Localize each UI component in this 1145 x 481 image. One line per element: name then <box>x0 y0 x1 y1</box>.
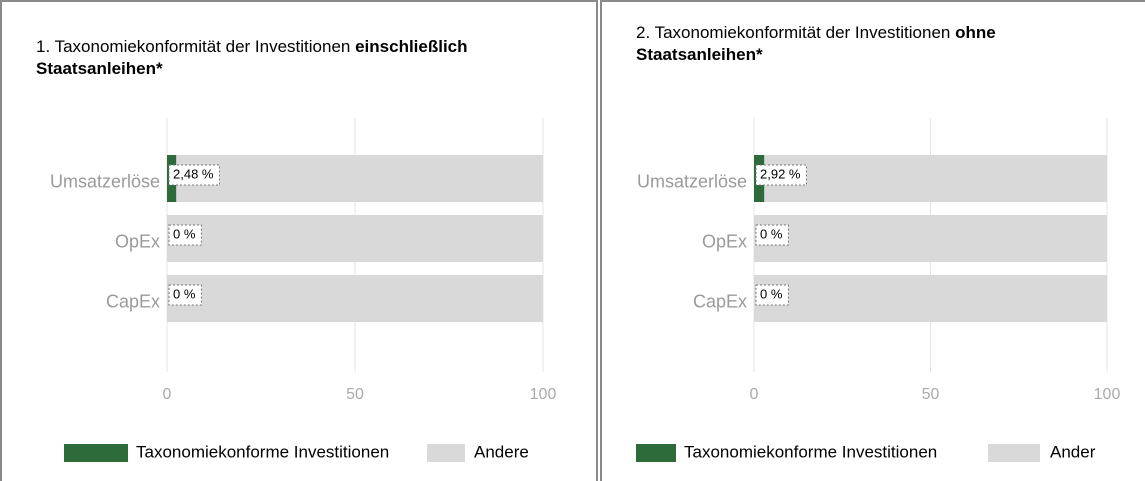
x-tick-label: 0 <box>750 386 759 403</box>
y-tick-label: CapEx <box>106 291 160 311</box>
title-text: 2. Taxonomiekonformität der Investitione… <box>636 23 951 42</box>
bar <box>176 155 543 202</box>
x-tick-label: 0 <box>163 386 172 403</box>
x-tick-label: 50 <box>346 386 364 403</box>
y-tick-label: Umsatzerlöse <box>50 171 160 191</box>
y-tick-label: OpEx <box>702 231 747 251</box>
y-tick-label: CapEx <box>693 291 747 311</box>
y-tick-label: Umsatzerlöse <box>637 171 747 191</box>
x-tick-label: 50 <box>922 386 940 403</box>
x-tick-label: 100 <box>1094 386 1121 403</box>
data-label: 0 % <box>760 286 783 301</box>
data-label-box <box>168 284 202 306</box>
y-tick-label: OpEx <box>115 231 160 251</box>
legend-swatch <box>64 444 128 462</box>
legend-label: Ander <box>1050 442 1096 461</box>
data-label: 0 % <box>173 286 196 301</box>
data-label-box <box>755 224 789 246</box>
legend-swatch <box>636 444 676 462</box>
bar <box>167 275 543 322</box>
title-bold: ohne Staatsanleihen* <box>636 23 996 64</box>
title-bold: einschließlich Staatsanleihen* <box>36 37 468 78</box>
legend-label: Taxonomiekonforme Investitionen <box>136 442 389 461</box>
legend-label: Andere <box>474 442 529 461</box>
bar <box>754 275 1107 322</box>
panel <box>600 0 1145 481</box>
data-label: 0 % <box>173 226 196 241</box>
legend-swatch <box>988 444 1040 462</box>
bar <box>754 215 1107 262</box>
data-label: 2,92 % <box>760 166 801 181</box>
data-label: 2,48 % <box>173 166 214 181</box>
x-tick-label: 100 <box>530 386 557 403</box>
data-label: 0 % <box>760 226 783 241</box>
title-text: 1. Taxonomiekonformität der Investitione… <box>36 37 351 56</box>
data-label-box <box>755 284 789 306</box>
data-label-box <box>168 224 202 246</box>
chart-title: 2. Taxonomiekonformität der Investitione… <box>636 22 1116 66</box>
data-label-box <box>755 164 807 186</box>
data-label-box <box>168 164 220 186</box>
legend-swatch <box>427 444 465 462</box>
legend-label: Taxonomiekonforme Investitionen <box>684 442 937 461</box>
bar <box>764 155 1107 202</box>
chart-title: 1. Taxonomiekonformität der Investitione… <box>36 36 476 80</box>
bar <box>167 215 543 262</box>
panel <box>0 0 598 481</box>
